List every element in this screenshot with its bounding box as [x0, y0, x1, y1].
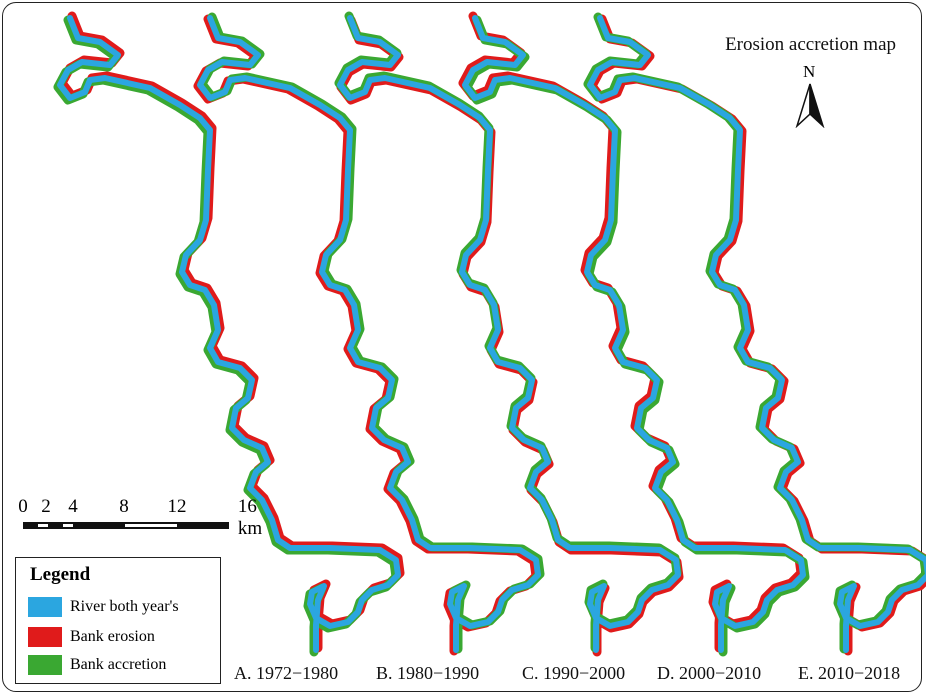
scale-tick-4: 4: [68, 496, 78, 517]
scale-bar: 0 2 4 8 12 16 km: [18, 496, 262, 539]
river-panel-a: [53, 11, 405, 657]
panel-label-e: E. 2010−2018: [798, 663, 901, 683]
legend-item-accretion: Bank accretion: [28, 654, 166, 676]
river-erosion-band: [193, 14, 541, 656]
legend-swatch-river: [28, 597, 62, 617]
legend-swatch-erosion: [28, 627, 62, 647]
scale-labels: 0 2 4 8 12 16 km: [18, 496, 262, 539]
river-channel: [337, 15, 681, 653]
panel-label-d: D. 2000−2010: [657, 663, 762, 683]
scale-tick-8: 8: [119, 496, 129, 517]
river-erosion-band: [587, 14, 926, 656]
river-panel-d: [458, 11, 810, 657]
river-accretion-band: [462, 15, 810, 657]
panel-label-c: C. 1990−2000: [522, 663, 626, 683]
map-title: Erosion accretion map: [725, 34, 896, 55]
legend-item-erosion: Bank erosion: [28, 626, 155, 648]
river-channel: [462, 15, 806, 653]
scale-tick-0: 0: [18, 496, 28, 517]
legend-swatch-accretion: [28, 655, 62, 675]
river-channel: [197, 15, 541, 653]
river-panel-b: [193, 12, 545, 656]
north-arrow-icon: [795, 83, 825, 128]
legend-label-erosion: Bank erosion: [70, 628, 155, 645]
legend-title: Legend: [30, 564, 91, 585]
north-label: N: [803, 62, 816, 81]
scale-tick-12: 12: [167, 496, 187, 517]
scale-tick-2: 2: [41, 496, 51, 517]
legend: Legend River both year's Bank erosion Ba…: [15, 557, 221, 684]
scale-tick-16: 16 km: [237, 496, 263, 539]
panel-label-a: A. 1972−1980: [234, 663, 339, 683]
north-arrow: N: [793, 62, 827, 128]
scale-bar-graphic: [23, 522, 229, 529]
river-channel: [587, 15, 926, 653]
river-channel: [57, 15, 401, 653]
legend-item-river: River both year's: [28, 596, 179, 618]
river-panel-e: [583, 12, 926, 656]
legend-label-accretion: Bank accretion: [70, 656, 167, 673]
legend-label-river: River both year's: [70, 598, 179, 615]
river-panel-c: [334, 11, 684, 657]
panel-label-b: B. 1980−1990: [376, 663, 480, 683]
